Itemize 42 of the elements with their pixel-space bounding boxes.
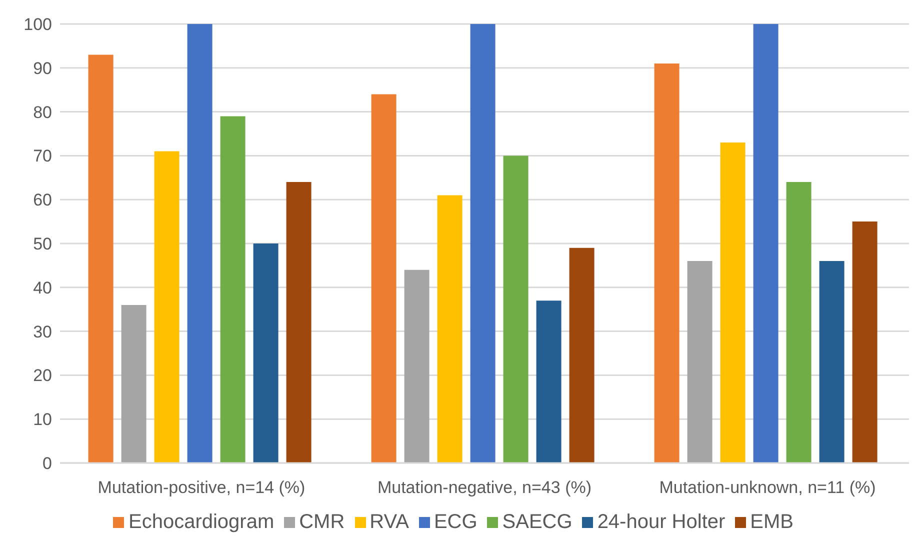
bar	[687, 261, 712, 463]
y-tick-label: 20	[33, 366, 52, 386]
y-tick-label: 60	[33, 190, 52, 210]
y-tick-label: 30	[33, 322, 52, 342]
bar	[371, 94, 396, 463]
x-tick-label: Mutation-positive, n=14 (%)	[98, 478, 306, 498]
x-tick-label: Mutation-unknown, n=11 (%)	[659, 478, 876, 498]
bar	[470, 24, 496, 463]
bar	[220, 116, 246, 463]
y-tick-label: 80	[33, 102, 52, 122]
bar	[720, 142, 746, 463]
bar	[654, 64, 680, 463]
y-tick-label: 10	[33, 410, 52, 430]
bar	[536, 300, 562, 463]
bar	[121, 304, 146, 463]
bar	[437, 195, 462, 463]
legend-label: RVA	[370, 511, 409, 533]
legend-label: 24-hour Holter	[597, 511, 726, 533]
y-tick-label: 90	[33, 58, 52, 78]
bar	[503, 156, 528, 463]
bar	[852, 222, 878, 463]
bar	[569, 248, 594, 463]
bar	[819, 261, 844, 463]
x-tick-label: Mutation-negative, n=43 (%)	[377, 478, 592, 498]
legend-label: Echocardiogram	[128, 511, 274, 533]
bar	[753, 24, 778, 463]
bar	[187, 24, 212, 463]
bar	[786, 182, 812, 463]
y-tick-label: 50	[33, 234, 52, 254]
bar	[286, 182, 312, 463]
y-tick-label: 100	[24, 15, 52, 34]
y-tick-label: 0	[42, 454, 52, 474]
y-tick-label: 70	[33, 146, 52, 166]
legend-label: SAECG	[502, 511, 572, 533]
bar	[88, 54, 114, 463]
bar	[404, 270, 430, 463]
legend-label: EMB	[750, 511, 794, 533]
bar	[253, 244, 278, 463]
bar	[154, 151, 180, 463]
legend-label: CMR	[299, 511, 345, 533]
y-tick-label: 40	[33, 278, 52, 298]
legend-label: ECG	[434, 511, 478, 533]
